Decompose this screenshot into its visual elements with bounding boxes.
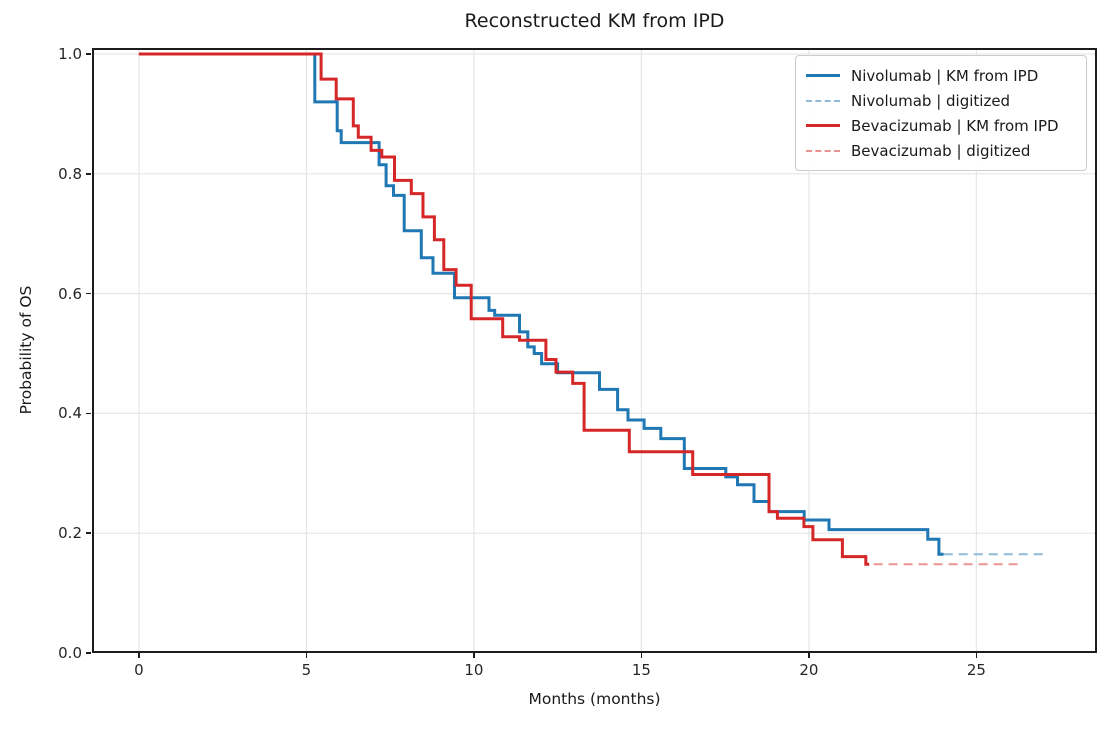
x-tick-label: 0	[134, 661, 144, 679]
x-tick-label: 15	[631, 661, 651, 679]
y-tick-label: 0.2	[58, 524, 82, 543]
y-tick-label: 0.4	[58, 404, 82, 423]
x-tick-label: 10	[464, 661, 484, 679]
legend-item-label: Nivolumab | digitized	[851, 91, 1011, 110]
curve-nivolumab-km-from-ipd	[138, 52, 944, 556]
y-tick-label: 0.8	[58, 164, 82, 183]
plot-spines	[92, 48, 1097, 653]
y-tick-mark	[86, 53, 91, 55]
x-tick-label: 25	[966, 661, 986, 679]
legend-item: Bevacizumab | digitized	[806, 138, 1076, 163]
x-tick-mark	[640, 653, 643, 658]
legend-line-sample	[806, 149, 840, 152]
y-tick-label: 0.0	[58, 644, 82, 662]
y-tick-mark	[86, 412, 91, 415]
curve-bevacizumab-km-from-ipd	[138, 52, 870, 566]
y-tick-mark	[86, 173, 91, 175]
legend-item-label: Nivolumab | KM from IPD	[851, 66, 1039, 85]
x-tick-mark	[975, 653, 978, 658]
x-axis-label: Months (months)	[528, 690, 661, 708]
x-tick-mark	[305, 653, 308, 658]
y-tick-label: 0.6	[58, 284, 82, 303]
legend-line-sample	[806, 99, 840, 102]
x-tick-mark	[138, 653, 140, 658]
legend-line-sample	[806, 73, 840, 78]
legend-item-label: Bevacizumab | KM from IPD	[851, 116, 1059, 135]
y-axis-label: Probability of OS	[17, 285, 35, 415]
legend-item: Nivolumab | digitized	[806, 88, 1076, 113]
y-tick-mark	[86, 652, 91, 654]
legend-item: Nivolumab | KM from IPD	[806, 63, 1076, 88]
legend-item: Bevacizumab | KM from IPD	[806, 113, 1076, 138]
legend: Nivolumab | KM from IPD Nivolumab | digit…	[795, 55, 1087, 171]
y-tick-label: 1.0	[58, 44, 82, 63]
x-tick-label: 20	[799, 661, 819, 679]
legend-line-sample	[806, 123, 840, 128]
chart-title: Reconstructed KM from IPD	[464, 10, 725, 32]
plot-svg	[92, 48, 1097, 653]
x-tick-mark	[808, 653, 810, 658]
x-tick-label: 5	[301, 661, 312, 679]
legend-item-label: Bevacizumab | digitized	[851, 141, 1031, 160]
y-tick-mark	[86, 532, 91, 534]
x-tick-mark	[473, 653, 475, 658]
y-tick-mark	[86, 292, 91, 295]
